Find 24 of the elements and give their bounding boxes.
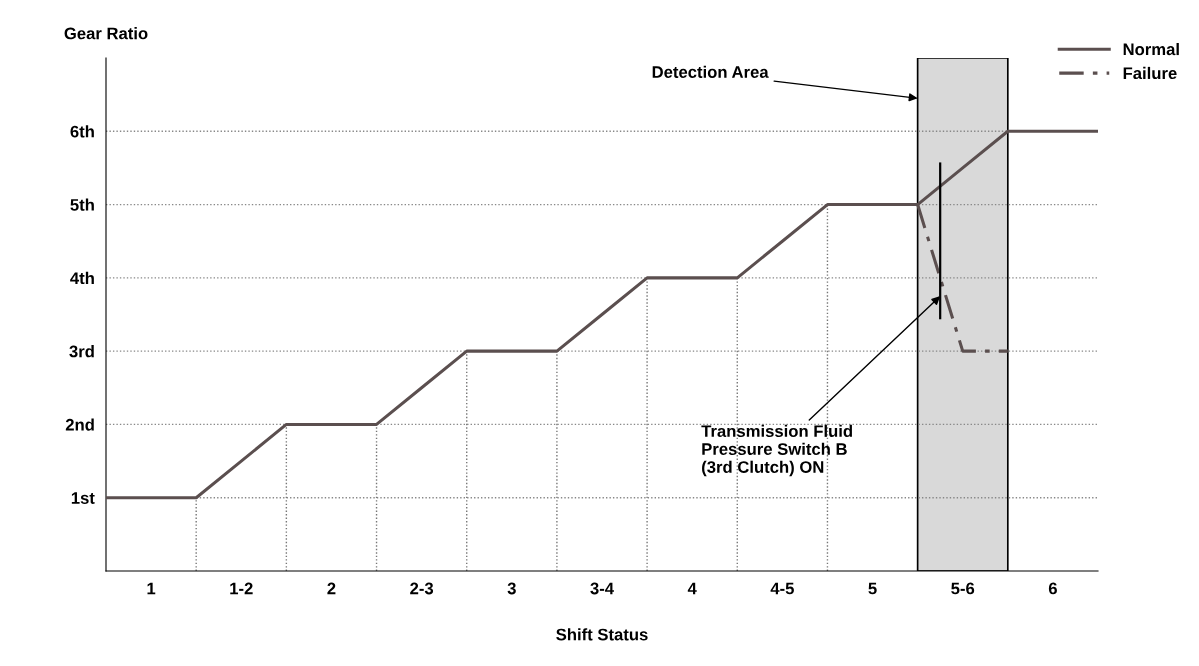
x-tick-label: 3-4 [590,582,614,595]
legend-label: Normal [1123,43,1179,56]
x-tick-label: 3 [507,582,516,595]
y-tick-label: 3rd [69,345,94,358]
y-axis-title: Gear Ratio [64,27,148,40]
x-tick-label: 2 [327,582,336,595]
y-tick-label: 1st [71,492,95,504]
x-tick-label: 4-5 [770,582,794,595]
y-tick-label: 5th [70,198,94,211]
y-tick-label: 6th [70,125,94,138]
x-tick-label: 4 [687,582,697,595]
x-axis-title: Shift Status [556,628,648,641]
annotation: Transmission Fluid Pressure Switch B (3rd Clutch) ON [701,424,852,477]
x-tick-label: 5 [868,582,877,595]
x-tick-label: 5-6 [951,582,975,595]
x-tick-label: 1-2 [230,582,253,595]
line-series [106,129,1098,500]
x-tick-label: 6 [1048,582,1057,595]
y-tick-label: 2nd [65,418,94,431]
annotation: Detection Area [652,65,769,78]
x-tick-label: 1 [147,582,156,595]
x-tick-label: 2-3 [410,582,434,595]
legend-label: Failure [1123,66,1177,80]
y-tick-label: 4th [70,271,94,285]
